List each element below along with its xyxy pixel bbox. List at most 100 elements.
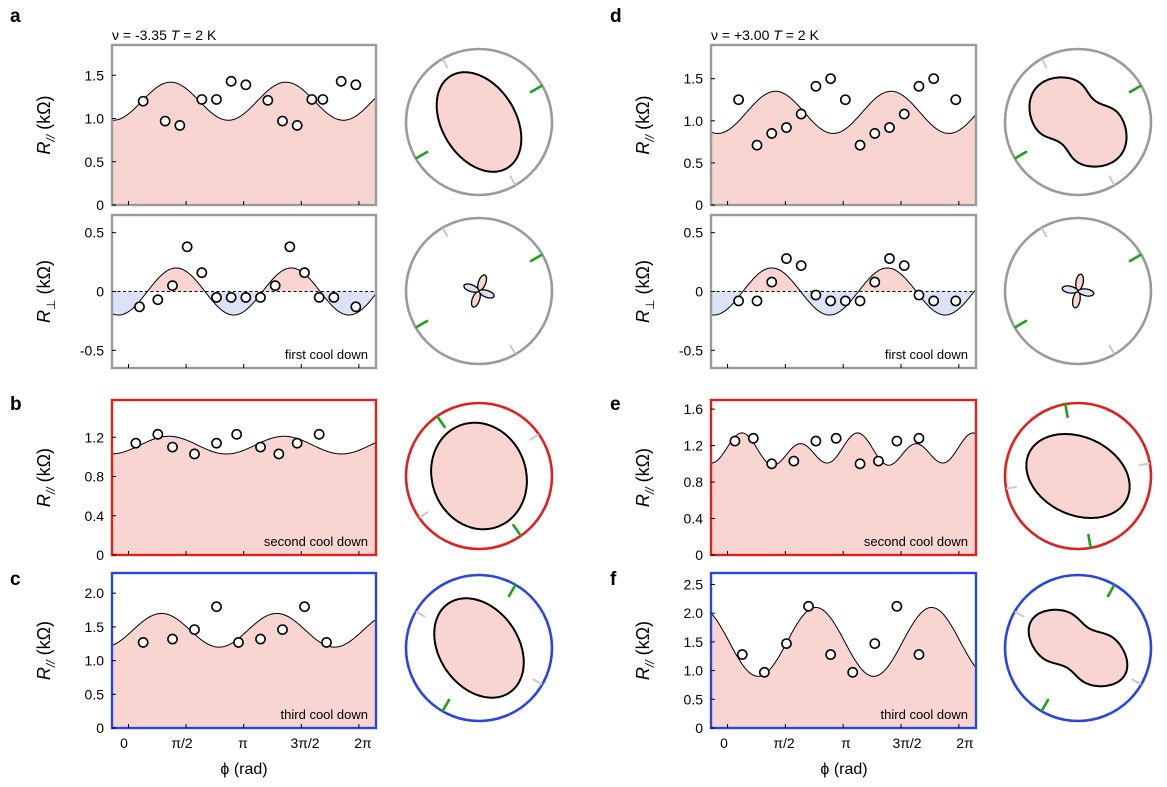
data-point — [231, 428, 243, 440]
data-point — [913, 649, 925, 660]
polar-d-top — [1003, 47, 1153, 197]
y-label-sub: // — [44, 133, 58, 142]
data-point — [134, 301, 145, 313]
panel-letter: e — [610, 394, 621, 415]
x-tick-label: π/2 — [171, 735, 193, 751]
y-label-main: R — [34, 142, 54, 155]
data-point — [766, 128, 778, 139]
y-tick-label: 1.5 — [684, 71, 704, 87]
y-tick-label: 1.0 — [85, 653, 105, 669]
data-point — [167, 633, 178, 645]
chart-d-top: 0 0.5 1.0 1.5 R// (kΩ) d ν = +3.00 T = 2 K — [610, 6, 978, 213]
data-point — [766, 458, 778, 470]
data-point — [751, 295, 763, 307]
data-point — [803, 600, 814, 612]
data-point — [181, 241, 193, 253]
y-label-sub: // — [643, 486, 657, 495]
crystal-axis-tick — [415, 150, 429, 160]
plot-area — [711, 432, 976, 555]
data-point — [766, 276, 778, 288]
y-tick-label: 0.8 — [85, 469, 105, 485]
polar-frame — [404, 401, 554, 551]
data-point — [277, 624, 288, 636]
data-point — [196, 267, 208, 279]
crystal-axis-tick — [529, 253, 543, 263]
axis-tick — [1041, 227, 1048, 238]
x-axis-left: 0 π/2 π 3π/2 2π ϕ (rad) — [120, 735, 372, 778]
data-point — [306, 94, 318, 105]
polar-frame — [1003, 401, 1153, 551]
conditions-label: ν = -3.35 T = 2 K — [112, 27, 217, 43]
axis-tick — [1014, 611, 1025, 618]
axis-tick — [1006, 485, 1017, 490]
resistance-shape — [430, 421, 528, 531]
y-tick-label: 1.0 — [684, 663, 704, 679]
data-point — [898, 260, 910, 272]
data-point — [196, 94, 208, 105]
data-point — [898, 108, 910, 120]
data-point — [189, 624, 200, 636]
data-point — [321, 637, 332, 648]
data-point — [299, 267, 310, 279]
data-point — [854, 458, 866, 470]
data-point — [350, 79, 362, 91]
data-point — [869, 128, 881, 139]
data-point — [891, 435, 903, 447]
chart-a-top: 0 0.5 1.0 1.5 R// (kΩ) a ν = -3.35 T = 2 K — [10, 6, 378, 213]
positive-area — [112, 268, 376, 292]
lobe-shape — [478, 289, 495, 299]
chart-d-bottom: -0.5 0 0.5 R⊥ (kΩ) first cool down — [633, 213, 978, 370]
fit-curve — [112, 81, 376, 121]
data-point — [928, 295, 940, 307]
y-label-main: R — [34, 310, 54, 323]
data-point — [291, 120, 303, 131]
conditions-label: ν = +3.00 T = 2 K — [711, 27, 819, 43]
cooldown-note: first cool down — [885, 347, 968, 362]
y-axis-label: R// (kΩ) — [633, 621, 657, 680]
y-label-unit: (kΩ) — [34, 448, 54, 487]
data-point — [211, 94, 222, 105]
plot-area — [112, 601, 376, 728]
nu-value: ν = -3.35 — [112, 27, 171, 43]
data-point — [273, 448, 285, 460]
cooldown-note: second cool down — [864, 534, 968, 549]
y-tick-label: 1.6 — [684, 401, 704, 417]
data-point — [733, 295, 745, 307]
y-label-sub: // — [643, 659, 657, 668]
data-point — [928, 73, 940, 85]
y-tick-label: 1.5 — [684, 634, 704, 650]
data-point — [884, 253, 895, 264]
fit-curve — [112, 612, 376, 648]
y-label-unit: (kΩ) — [34, 621, 54, 660]
y-tick-label: 1.0 — [85, 111, 105, 127]
y-axis-label: R// (kΩ) — [633, 448, 657, 507]
polar-layer — [404, 47, 1153, 723]
axis-tick — [442, 58, 449, 69]
y-axis-label: R⊥ (kΩ) — [34, 260, 58, 323]
data-point — [255, 633, 266, 645]
data-point — [869, 638, 881, 650]
data-point — [884, 122, 895, 133]
crystal-axis-tick — [1014, 319, 1028, 329]
data-point — [255, 441, 266, 453]
fit-curve — [711, 606, 976, 677]
data-point — [225, 75, 237, 87]
data-point — [255, 291, 266, 303]
data-point — [335, 75, 347, 87]
negative-area — [112, 291, 376, 315]
data-point — [277, 115, 288, 127]
plot-area — [112, 428, 376, 555]
data-point — [747, 432, 759, 444]
y-tick-label: 0.4 — [684, 511, 704, 527]
axis-tick — [415, 611, 426, 618]
crystal-axis-tick — [512, 523, 522, 537]
plot-area — [112, 75, 376, 205]
axis-tick — [1139, 462, 1150, 467]
data-point — [240, 291, 252, 303]
panel-letter: d — [610, 6, 622, 27]
fill-area — [112, 613, 376, 728]
data-point — [211, 601, 222, 613]
crystal-axis-tick — [1106, 584, 1116, 598]
plot-area — [711, 73, 976, 205]
data-point — [825, 295, 837, 307]
